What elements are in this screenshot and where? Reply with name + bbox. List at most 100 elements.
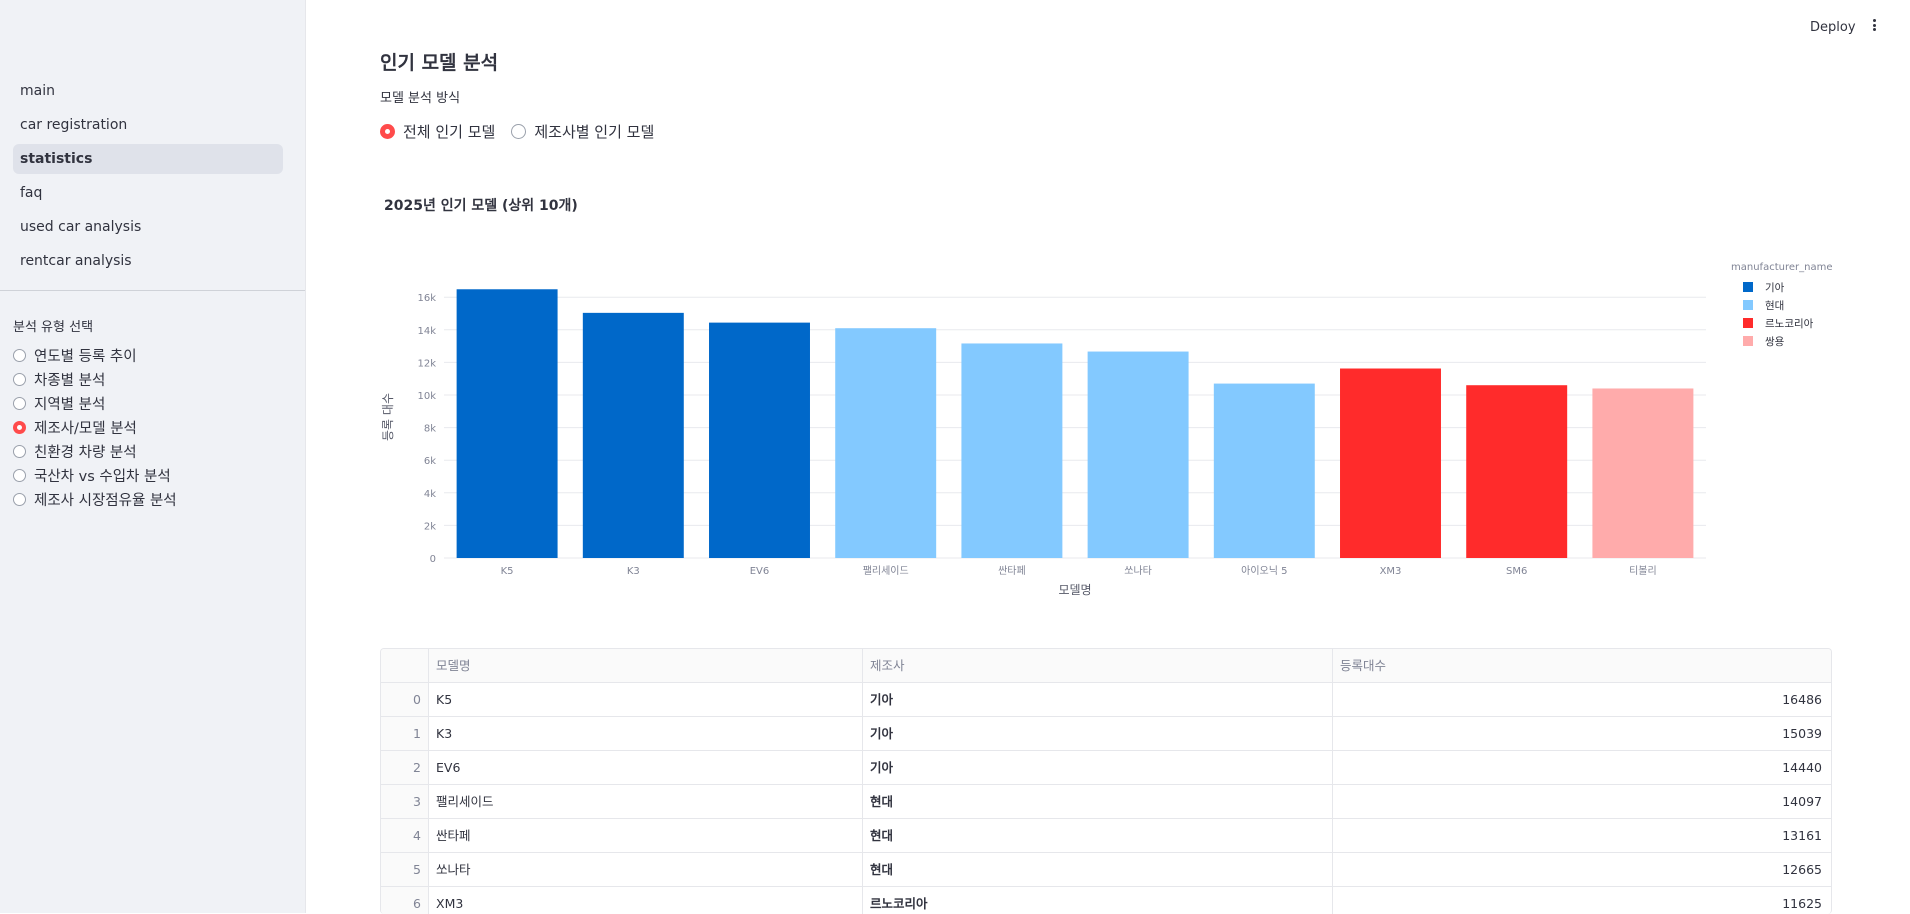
cell-model[interactable]: K3 bbox=[429, 717, 863, 750]
cell-model[interactable]: 싼타페 bbox=[429, 819, 863, 852]
page-title: 인기 모델 분석 bbox=[380, 52, 499, 74]
analysis-option-market-share[interactable]: 제조사 시장점유율 분석 bbox=[13, 487, 177, 511]
column-header-model[interactable]: 모델명 bbox=[429, 649, 863, 682]
sidebar-item-statistics[interactable]: statistics bbox=[13, 144, 283, 174]
chart-title: 2025년 인기 모델 (상위 10개) bbox=[384, 197, 578, 214]
sidebar-item-rentcar-analysis[interactable]: rentcar analysis bbox=[20, 253, 132, 269]
analysis-option-yearly[interactable]: 연도별 등록 추이 bbox=[13, 343, 177, 367]
option-label: 제조사별 인기 모델 bbox=[534, 122, 655, 141]
option-label: 차종별 분석 bbox=[34, 372, 106, 389]
row-index[interactable]: 5 bbox=[381, 853, 429, 886]
cell-maker[interactable]: 현대 bbox=[863, 853, 1333, 886]
analysis-option-eco[interactable]: 친환경 차량 분석 bbox=[13, 439, 177, 463]
y-tick-label: 0 bbox=[430, 554, 436, 565]
cell-maker[interactable]: 기아 bbox=[863, 717, 1333, 750]
option-label: 제조사/모델 분석 bbox=[34, 420, 137, 437]
sidebar-item-used-car-analysis[interactable]: used car analysis bbox=[20, 219, 142, 235]
row-index[interactable]: 6 bbox=[381, 887, 429, 914]
radio-icon[interactable] bbox=[13, 444, 26, 458]
row-index[interactable]: 0 bbox=[381, 683, 429, 716]
mode-radio-group: 전체 인기 모델 제조사별 인기 모델 bbox=[380, 119, 670, 143]
x-tick-label: 팰리세이드 bbox=[863, 565, 909, 577]
analysis-option-maker-model[interactable]: 제조사/모델 분석 bbox=[13, 415, 177, 439]
table-header: 모델명 제조사 등록대수 bbox=[381, 649, 1831, 683]
legend-item: 쌍용 bbox=[1765, 336, 1785, 348]
analysis-type-radio-group: 연도별 등록 추이 차종별 분석 지역별 분석 제조사/모델 분석 친환경 차량… bbox=[13, 343, 177, 511]
legend-item: 현대 bbox=[1765, 300, 1784, 312]
table-row: 5 쏘나타 현대 12665 bbox=[381, 853, 1831, 887]
model-data-table: 모델명 제조사 등록대수 0 K5 기아 16486 1 K3 기아 15039 2 EV6 기아 1444… bbox=[380, 648, 1832, 914]
column-header-maker[interactable]: 제조사 bbox=[863, 649, 1333, 682]
analysis-type-label: 분석 유형 선택 bbox=[13, 320, 94, 335]
radio-icon[interactable] bbox=[13, 348, 26, 362]
bar bbox=[1340, 368, 1441, 558]
y-tick-label: 16k bbox=[417, 293, 436, 304]
analysis-option-domestic-import[interactable]: 국산차 vs 수입차 분석 bbox=[13, 463, 177, 487]
analysis-option-vehicle-type[interactable]: 차종별 분석 bbox=[13, 367, 177, 391]
sidebar-item-faq[interactable]: faq bbox=[20, 185, 43, 201]
cell-model[interactable]: 쏘나타 bbox=[429, 853, 863, 886]
mode-option-by-maker[interactable]: 제조사별 인기 모델 bbox=[511, 119, 654, 143]
legend-swatch bbox=[1743, 318, 1753, 328]
bar bbox=[582, 312, 684, 558]
table-row: 1 K3 기아 15039 bbox=[381, 717, 1831, 751]
analysis-option-region[interactable]: 지역별 분석 bbox=[13, 391, 177, 415]
cell-count[interactable]: 14097 bbox=[1782, 794, 1822, 809]
x-tick-label: 쏘나타 bbox=[1124, 565, 1152, 577]
bar bbox=[1592, 388, 1694, 558]
x-tick-label: K3 bbox=[627, 566, 640, 577]
deploy-button[interactable]: Deploy bbox=[1810, 20, 1856, 35]
mode-label: 모델 분석 방식 bbox=[380, 91, 461, 106]
legend-swatch bbox=[1743, 336, 1753, 346]
cell-maker[interactable]: 르노코리아 bbox=[863, 887, 1333, 914]
bar bbox=[835, 328, 937, 558]
option-label: 친환경 차량 분석 bbox=[34, 444, 137, 461]
radio-icon[interactable] bbox=[511, 123, 527, 139]
cell-count[interactable]: 12665 bbox=[1782, 862, 1822, 877]
cell-maker[interactable]: 기아 bbox=[863, 751, 1333, 784]
cell-count[interactable]: 16486 bbox=[1782, 692, 1822, 707]
y-tick-label: 2k bbox=[424, 521, 436, 532]
row-index[interactable]: 4 bbox=[381, 819, 429, 852]
cell-count[interactable]: 14440 bbox=[1782, 760, 1822, 775]
index-header[interactable] bbox=[381, 649, 429, 682]
radio-icon[interactable] bbox=[13, 372, 26, 386]
radio-selected-icon[interactable] bbox=[13, 420, 26, 434]
cell-model[interactable]: 팰리세이드 bbox=[429, 785, 863, 818]
bar bbox=[709, 322, 810, 558]
option-label: 전체 인기 모델 bbox=[403, 122, 496, 141]
cell-model[interactable]: K5 bbox=[429, 683, 863, 716]
cell-model[interactable]: XM3 bbox=[429, 887, 863, 914]
y-tick-label: 12k bbox=[417, 358, 436, 369]
cell-model[interactable]: EV6 bbox=[429, 751, 863, 784]
cell-maker[interactable]: 현대 bbox=[863, 785, 1333, 818]
cell-maker[interactable]: 현대 bbox=[863, 819, 1333, 852]
radio-icon[interactable] bbox=[13, 396, 26, 410]
table-row: 3 팰리세이드 현대 14097 bbox=[381, 785, 1831, 819]
cell-count[interactable]: 15039 bbox=[1782, 726, 1822, 741]
legend-swatch bbox=[1743, 300, 1753, 310]
x-tick-label: XM3 bbox=[1380, 566, 1402, 577]
row-index[interactable]: 3 bbox=[381, 785, 429, 818]
row-index[interactable]: 1 bbox=[381, 717, 429, 750]
table-row: 2 EV6 기아 14440 bbox=[381, 751, 1831, 785]
cell-maker[interactable]: 기아 bbox=[863, 683, 1333, 716]
bar bbox=[961, 343, 1063, 558]
mode-option-overall[interactable]: 전체 인기 모델 bbox=[380, 119, 495, 143]
radio-icon[interactable] bbox=[13, 468, 26, 482]
option-label: 제조사 시장점유율 분석 bbox=[34, 492, 177, 509]
cell-count[interactable]: 11625 bbox=[1782, 896, 1822, 911]
sidebar-item-car-registration[interactable]: car registration bbox=[20, 117, 128, 133]
row-index[interactable]: 2 bbox=[381, 751, 429, 784]
bar bbox=[1466, 385, 1568, 558]
sidebar-nav: main car registration statistics faq use… bbox=[13, 76, 283, 280]
cell-count[interactable]: 13161 bbox=[1782, 828, 1822, 843]
x-tick-label: SM6 bbox=[1506, 566, 1527, 577]
sidebar-item-main[interactable]: main bbox=[20, 83, 55, 99]
popular-models-chart: 2025년 인기 모델 (상위 10개) 0 2k 4k 6k 8k 10k 12k 14k 16… bbox=[381, 197, 1832, 597]
radio-selected-icon[interactable] bbox=[380, 123, 395, 139]
radio-icon[interactable] bbox=[13, 492, 26, 506]
legend-item: 기아 bbox=[1765, 282, 1785, 294]
vertical-dots-icon[interactable] bbox=[1870, 18, 1878, 34]
column-header-count[interactable]: 등록대수 bbox=[1340, 658, 1387, 673]
